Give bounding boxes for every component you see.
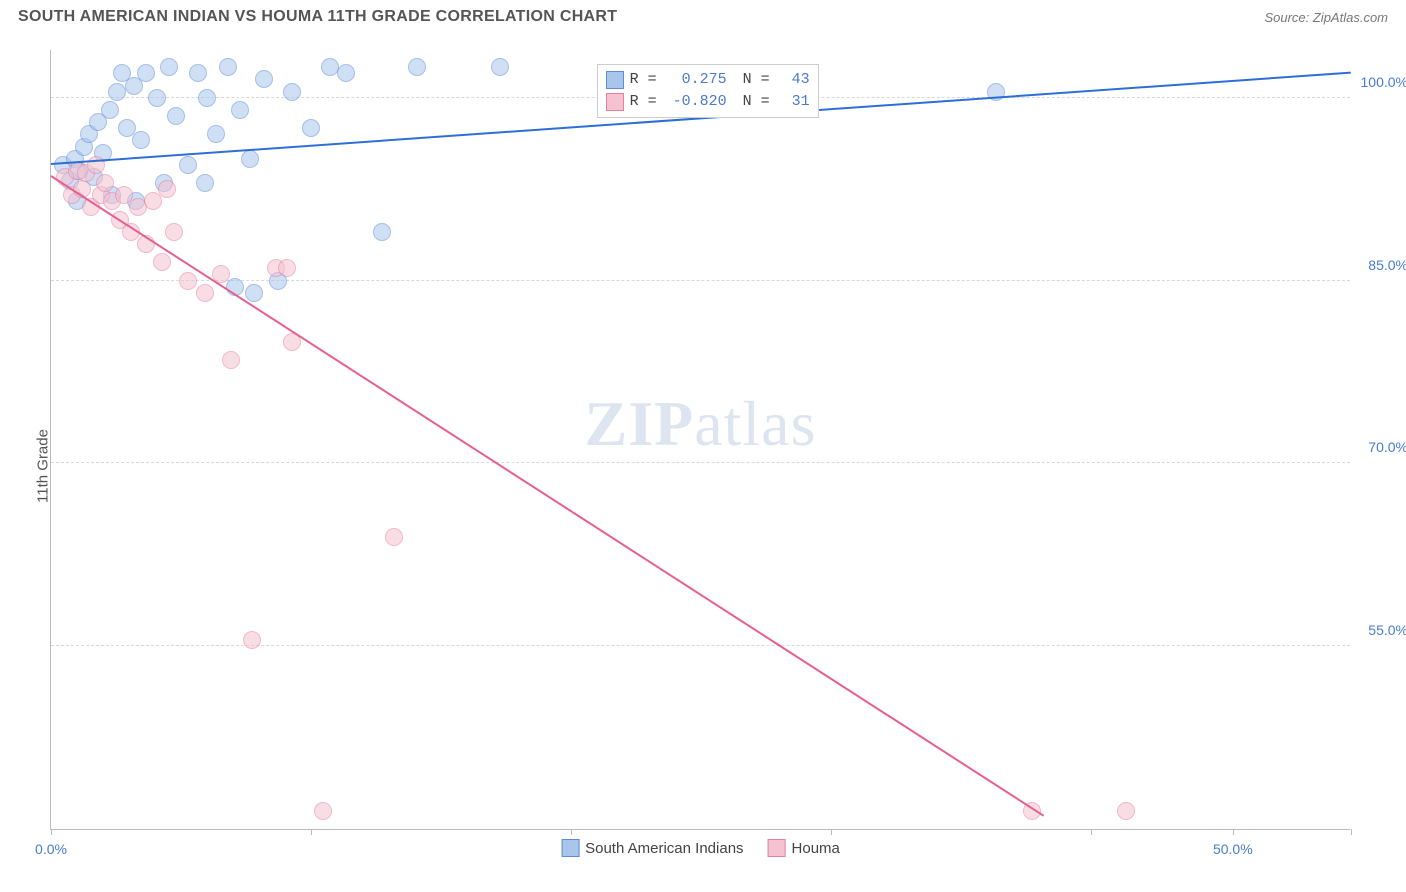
data-point xyxy=(408,58,426,76)
gridline xyxy=(51,462,1350,463)
legend-swatch xyxy=(606,93,624,111)
legend-swatch xyxy=(561,839,579,857)
y-tick-label: 100.0% xyxy=(1358,74,1406,90)
legend-swatch xyxy=(606,71,624,89)
n-label: N = xyxy=(743,91,770,113)
source-label: Source: ZipAtlas.com xyxy=(1264,10,1388,25)
watermark: ZIPatlas xyxy=(585,387,817,461)
legend-row: R = -0.820 N = 31 xyxy=(606,91,810,113)
data-point xyxy=(132,131,150,149)
legend-row: R = 0.275 N = 43 xyxy=(606,69,810,91)
data-point xyxy=(196,284,214,302)
y-tick-label: 70.0% xyxy=(1358,439,1406,455)
r-label: R = xyxy=(630,69,657,91)
data-point xyxy=(160,58,178,76)
data-point xyxy=(179,272,197,290)
correlation-legend: R = 0.275 N = 43 R = -0.820 N = 31 xyxy=(597,64,819,118)
trend-line xyxy=(50,175,1044,817)
chart-title: SOUTH AMERICAN INDIAN VS HOUMA 11TH GRAD… xyxy=(18,8,617,26)
x-tick-label: 0.0% xyxy=(35,841,67,857)
data-point xyxy=(198,89,216,107)
x-tick-label: 50.0% xyxy=(1213,841,1253,857)
data-point xyxy=(158,180,176,198)
data-point xyxy=(491,58,509,76)
data-point xyxy=(196,174,214,192)
y-tick-label: 85.0% xyxy=(1358,257,1406,273)
n-value: 43 xyxy=(776,69,810,91)
data-point xyxy=(385,528,403,546)
legend-label: Houma xyxy=(792,840,840,857)
data-point xyxy=(144,192,162,210)
data-point xyxy=(245,284,263,302)
data-point xyxy=(373,223,391,241)
r-value: -0.820 xyxy=(663,91,727,113)
data-point xyxy=(283,83,301,101)
data-point xyxy=(207,125,225,143)
n-label: N = xyxy=(743,69,770,91)
data-point xyxy=(255,70,273,88)
data-point xyxy=(243,631,261,649)
x-tick xyxy=(831,829,832,835)
data-point xyxy=(137,64,155,82)
x-tick xyxy=(1091,829,1092,835)
legend-item: South American Indians xyxy=(561,839,743,857)
x-tick xyxy=(1233,829,1234,835)
legend-swatch xyxy=(768,839,786,857)
x-tick xyxy=(311,829,312,835)
x-tick xyxy=(571,829,572,835)
data-point xyxy=(189,64,207,82)
r-value: 0.275 xyxy=(663,69,727,91)
header: SOUTH AMERICAN INDIAN VS HOUMA 11TH GRAD… xyxy=(0,0,1406,30)
plot-area: ZIPatlas 55.0%70.0%85.0%100.0%0.0%50.0%R… xyxy=(50,50,1350,830)
data-point xyxy=(231,101,249,119)
x-tick xyxy=(1351,829,1352,835)
x-tick xyxy=(51,829,52,835)
data-point xyxy=(101,101,119,119)
data-point xyxy=(1117,802,1135,820)
data-point xyxy=(148,89,166,107)
data-point xyxy=(219,58,237,76)
data-point xyxy=(165,223,183,241)
chart-container: 11th Grade ZIPatlas 55.0%70.0%85.0%100.0… xyxy=(0,40,1406,892)
legend-label: South American Indians xyxy=(585,840,743,857)
legend-item: Houma xyxy=(768,839,840,857)
gridline xyxy=(51,280,1350,281)
data-point xyxy=(278,259,296,277)
data-point xyxy=(108,83,126,101)
r-label: R = xyxy=(630,91,657,113)
data-point xyxy=(222,351,240,369)
data-point xyxy=(241,150,259,168)
data-point xyxy=(153,253,171,271)
data-point xyxy=(96,174,114,192)
data-point xyxy=(167,107,185,125)
y-axis-label: 11th Grade xyxy=(34,429,51,503)
n-value: 31 xyxy=(776,91,810,113)
data-point xyxy=(302,119,320,137)
series-legend: South American Indians Houma xyxy=(561,839,840,857)
data-point xyxy=(321,58,339,76)
data-point xyxy=(314,802,332,820)
y-tick-label: 55.0% xyxy=(1358,622,1406,638)
data-point xyxy=(179,156,197,174)
data-point xyxy=(337,64,355,82)
